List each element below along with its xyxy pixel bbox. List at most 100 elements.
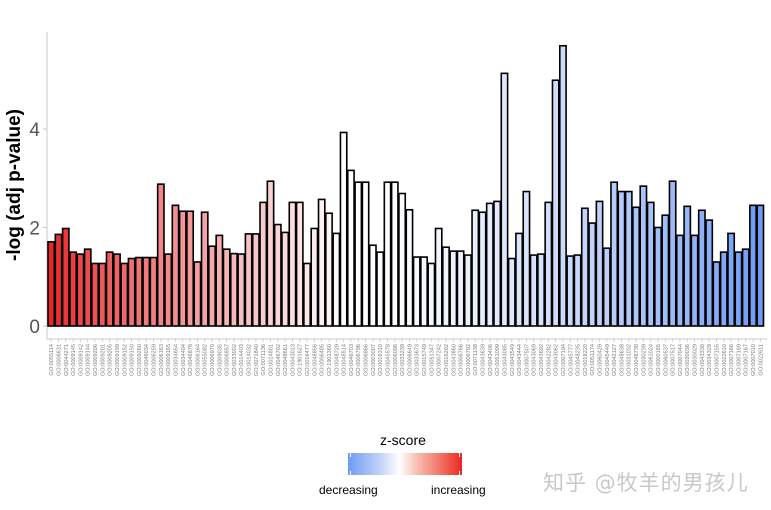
bar bbox=[98, 262, 107, 327]
legend-tick bbox=[350, 471, 351, 475]
bar bbox=[54, 233, 63, 327]
bar bbox=[727, 232, 736, 327]
x-tick-label: GO:0007517 bbox=[671, 344, 677, 376]
x-tick-label: GO:0043013 bbox=[290, 344, 296, 376]
bar bbox=[200, 211, 209, 327]
x-tick-label: GO:0042282 bbox=[546, 344, 552, 376]
bar bbox=[661, 214, 670, 327]
bar bbox=[588, 222, 597, 327]
bar bbox=[551, 79, 560, 327]
x-tick-label: GO:0051099 bbox=[495, 344, 501, 376]
x-tick-label: GO:0046034 bbox=[144, 344, 150, 376]
bar bbox=[566, 255, 575, 327]
bar bbox=[134, 256, 143, 327]
x-tick-label: GO:0043069 bbox=[532, 344, 538, 376]
x-tick-label: GO:0045777 bbox=[568, 344, 574, 376]
x-tick-label: GO:0009205 bbox=[108, 344, 114, 376]
x-tick-label: GO:0007167 bbox=[744, 344, 750, 376]
bar bbox=[251, 233, 260, 327]
bar bbox=[178, 210, 187, 327]
x-tick-label: GO:0007044 bbox=[678, 344, 684, 376]
x-tick-label: GO:0009145 bbox=[71, 344, 77, 376]
x-tick-label: GO:0043692 bbox=[539, 344, 545, 376]
x-tick-label: GO:0046702 bbox=[276, 344, 282, 376]
x-tick-label: GO:0006970 bbox=[210, 344, 216, 376]
bar bbox=[325, 212, 333, 327]
bar bbox=[310, 227, 319, 327]
bar bbox=[529, 254, 538, 327]
legend-tick bbox=[459, 471, 460, 475]
x-tick-label: GO:0009152 bbox=[122, 344, 128, 376]
bar bbox=[756, 204, 765, 327]
x-tick-label: GO:0009201 bbox=[100, 344, 106, 376]
x-tick-label: GO:0060537 bbox=[663, 344, 669, 376]
bar bbox=[361, 181, 370, 327]
x-tick-label: GO:0051347 bbox=[429, 344, 435, 376]
x-tick-label: GO:0033002 bbox=[232, 344, 238, 376]
x-tick-label: GO:0071840 bbox=[254, 344, 260, 376]
bar bbox=[354, 181, 363, 327]
bar bbox=[91, 262, 99, 327]
bar bbox=[646, 201, 655, 327]
bar bbox=[522, 190, 531, 327]
bar bbox=[164, 253, 173, 327]
bar bbox=[705, 219, 714, 327]
bar bbox=[442, 246, 450, 327]
x-tick-label: GO:0006163 bbox=[159, 344, 165, 376]
x-tick-label: GO:0034654 bbox=[173, 344, 179, 376]
x-tick-label: GO:0014403 bbox=[239, 344, 245, 376]
bar bbox=[266, 180, 275, 327]
bar bbox=[368, 244, 377, 327]
bar bbox=[478, 211, 487, 327]
x-tick-label: GO:0042127 bbox=[612, 344, 618, 376]
x-tick-label: GO:0006866 bbox=[364, 344, 370, 376]
bar bbox=[624, 190, 633, 327]
legend-title: z-score bbox=[380, 432, 426, 448]
watermark: 知乎 @牧羊的男孩儿 bbox=[543, 471, 749, 495]
x-tick-label: GO:0043639 bbox=[481, 344, 487, 376]
x-tick-label: GO:0007010 bbox=[751, 344, 757, 376]
bar bbox=[595, 200, 604, 327]
x-tick-label: GO:0048856 bbox=[312, 344, 318, 376]
y-axis-title-text: -log (adj p-value) bbox=[4, 109, 25, 261]
bar bbox=[193, 261, 202, 327]
x-tick-label: GO:0044271 bbox=[64, 344, 70, 376]
x-tick-label: GO:0009144 bbox=[86, 344, 92, 376]
bar bbox=[105, 251, 114, 327]
y-tick-label: 0 bbox=[29, 317, 40, 338]
x-tick-label: GO:0051174 bbox=[590, 344, 596, 376]
x-tick-label: GO:0009199 bbox=[115, 344, 121, 376]
bar bbox=[434, 227, 443, 327]
x-tick-label: GO:0046878 bbox=[188, 344, 194, 376]
legend-high-label: increasing bbox=[431, 483, 486, 497]
bar bbox=[259, 201, 268, 327]
bar bbox=[383, 181, 392, 327]
x-tick-label: GO:0007194 bbox=[561, 344, 567, 376]
bar bbox=[537, 253, 545, 327]
x-tick-label: GO:0030029 bbox=[693, 344, 699, 376]
bar bbox=[515, 232, 524, 327]
x-tick-label: GO:0006096 bbox=[393, 344, 399, 376]
x-tick-label: GO:0007169 bbox=[736, 344, 742, 376]
bar bbox=[617, 190, 626, 327]
x-tick-label: GO:0009150 bbox=[130, 344, 136, 376]
bar bbox=[332, 232, 341, 327]
x-tick-label: GO:0006164 bbox=[195, 344, 201, 376]
bar bbox=[734, 251, 743, 327]
x-tick-label: GO:0015749 bbox=[422, 344, 428, 376]
x-tick-label: GO:0006631 bbox=[56, 344, 62, 376]
bar bbox=[485, 202, 494, 327]
x-tick-label: GO:0014801 bbox=[268, 344, 274, 376]
bar bbox=[113, 253, 121, 327]
x-tick-label: GO:1901360 bbox=[327, 344, 333, 376]
x-tick-label: GO:0048661 bbox=[283, 344, 289, 376]
bar bbox=[544, 201, 553, 327]
x-tick-label: GO:0007507 bbox=[524, 344, 530, 376]
bar bbox=[281, 231, 290, 327]
bar bbox=[427, 262, 436, 327]
x-tick-label: GO:0007155 bbox=[714, 344, 720, 376]
x-tick-label: GO:0030239 bbox=[641, 344, 647, 376]
x-tick-label: GO:0048729 bbox=[334, 344, 340, 376]
bar bbox=[390, 181, 399, 327]
